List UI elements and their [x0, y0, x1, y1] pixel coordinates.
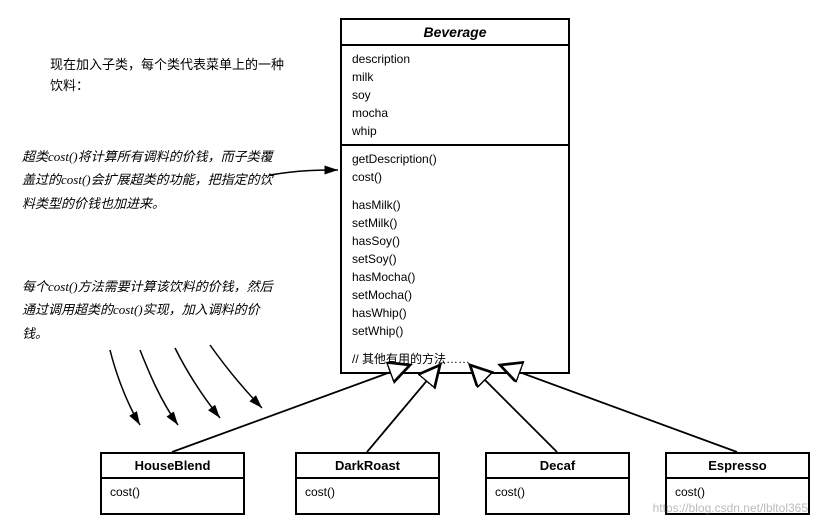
method: setMocha() — [352, 286, 558, 304]
intro-text: 现在加入子类，每个类代表菜单上的一种饮料： — [50, 55, 290, 97]
method: cost() — [297, 479, 438, 513]
methods-section: getDescription() cost() hasMilk() setMil… — [342, 146, 568, 372]
attributes-section: description milk soy mocha whip — [342, 46, 568, 146]
other-methods-note: // 其他有用的方法…… — [352, 350, 558, 368]
method: hasMocha() — [352, 268, 558, 286]
class-title: Decaf — [487, 454, 628, 479]
method: getDescription() — [352, 150, 558, 168]
class-title: DarkRoast — [297, 454, 438, 479]
method: cost() — [487, 479, 628, 513]
uml-class-darkroast: DarkRoast cost() — [295, 452, 440, 515]
uml-class-houseblend: HouseBlend cost() — [100, 452, 245, 515]
uml-class-decaf: Decaf cost() — [485, 452, 630, 515]
attr: whip — [352, 122, 558, 140]
method: setMilk() — [352, 214, 558, 232]
watermark: https://blog.csdn.net/lbltol365 — [653, 501, 808, 515]
class-title: Beverage — [342, 20, 568, 46]
class-title: Espresso — [667, 454, 808, 479]
method: hasWhip() — [352, 304, 558, 322]
method: setWhip() — [352, 322, 558, 340]
attr: mocha — [352, 104, 558, 122]
attr: milk — [352, 68, 558, 86]
spacer — [352, 340, 558, 350]
spacer — [352, 186, 558, 196]
attr: soy — [352, 86, 558, 104]
uml-class-beverage: Beverage description milk soy mocha whip… — [340, 18, 570, 374]
annotation-cost-sub: 每个cost()方法需要计算该饮料的价钱，然后通过调用超类的cost()实现，加… — [22, 275, 282, 345]
method: cost() — [102, 479, 243, 513]
method: cost() — [352, 168, 558, 186]
attr: description — [352, 50, 558, 68]
class-title: HouseBlend — [102, 454, 243, 479]
method: hasMilk() — [352, 196, 558, 214]
method: setSoy() — [352, 250, 558, 268]
method: hasSoy() — [352, 232, 558, 250]
annotation-cost-super: 超类cost()将计算所有调料的价钱，而子类覆盖过的cost()会扩展超类的功能… — [22, 145, 282, 215]
